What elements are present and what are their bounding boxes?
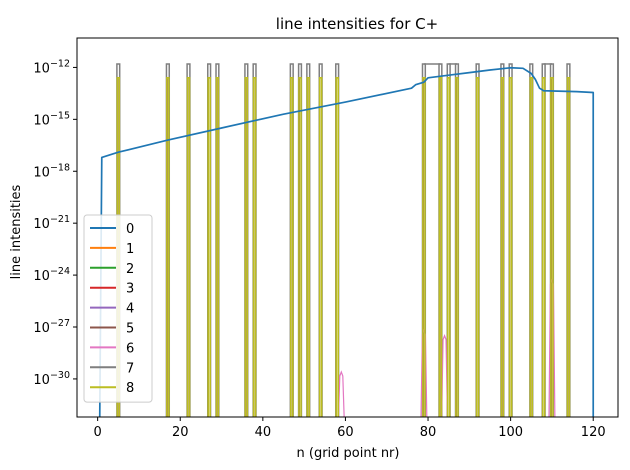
- x-tick-label: 120: [581, 425, 606, 440]
- series-8-spike: [550, 77, 554, 417]
- legend-label-7: 7: [126, 361, 134, 376]
- series-8-spike: [475, 77, 480, 417]
- y-tick-label: 10−21: [33, 214, 70, 232]
- x-tick-label: 0: [94, 425, 102, 440]
- legend: 0 1 2 3 4 5 6 7 8: [83, 214, 153, 403]
- series-8-spike: [244, 77, 249, 417]
- x-tick-label: 40: [255, 425, 272, 440]
- x-tick-label: 80: [420, 425, 437, 440]
- y-tick-label: 10−30: [33, 370, 70, 388]
- x-tick-label: 20: [172, 425, 189, 440]
- series-6-line: [337, 278, 556, 417]
- series-0-line: [98, 66, 595, 417]
- series-8-spike: [455, 77, 459, 417]
- legend-label-3: 3: [126, 282, 134, 297]
- series-8-spike: [289, 77, 294, 417]
- series-8-spike: [335, 77, 339, 417]
- y-tick-label: 10−12: [33, 58, 70, 76]
- series-8-spike: [500, 77, 505, 417]
- legend-label-8: 8: [126, 381, 134, 396]
- legend-label-5: 5: [126, 322, 134, 337]
- x-axis-label: n (grid point nr): [297, 446, 400, 461]
- y-tick-label: 10−18: [33, 162, 70, 180]
- series-8-spike: [186, 77, 191, 417]
- series-8-spike: [207, 77, 211, 417]
- y-tick-label: 10−27: [33, 318, 70, 336]
- series-8-spike: [298, 77, 302, 417]
- legend-label-0: 0: [126, 222, 134, 237]
- series-8-spike: [529, 77, 534, 417]
- legend-label-4: 4: [126, 302, 134, 317]
- y-tick-label: 10−15: [33, 110, 70, 128]
- axes: 0 20 40 60 80 100 12010−3010−2710−2410−2110−18…: [33, 37, 619, 440]
- axes-frame: [76, 37, 619, 418]
- series-6-bump: [441, 333, 449, 417]
- y-tick-label: 10−24: [33, 266, 70, 284]
- series-8-spike: [252, 77, 257, 417]
- series-8-line: [116, 77, 571, 417]
- series-6-bump: [548, 278, 556, 417]
- y-axis-label: line intensities: [9, 184, 24, 279]
- series-8-spike: [446, 77, 451, 417]
- series-8-spike: [422, 77, 426, 417]
- legend-box: [83, 214, 153, 403]
- x-tick-label: 100: [498, 425, 523, 440]
- legend-label-1: 1: [126, 242, 134, 257]
- series-8-spike: [306, 77, 311, 417]
- series-6-bump: [420, 328, 428, 417]
- plot-area: [98, 63, 595, 417]
- series-8-spike: [438, 77, 443, 417]
- x-tick-label: 60: [337, 425, 354, 440]
- series-8-spike: [541, 77, 546, 417]
- series-8-spike: [166, 77, 170, 417]
- series-6-bump: [337, 370, 345, 417]
- series-8-spike: [215, 77, 220, 417]
- series-8-spike: [508, 77, 513, 417]
- chart-title: line intensities for C+: [276, 15, 438, 33]
- series-8-spike: [566, 77, 571, 417]
- series-8-spike: [318, 77, 323, 417]
- legend-label-6: 6: [126, 341, 134, 356]
- legend-label-2: 2: [126, 262, 134, 277]
